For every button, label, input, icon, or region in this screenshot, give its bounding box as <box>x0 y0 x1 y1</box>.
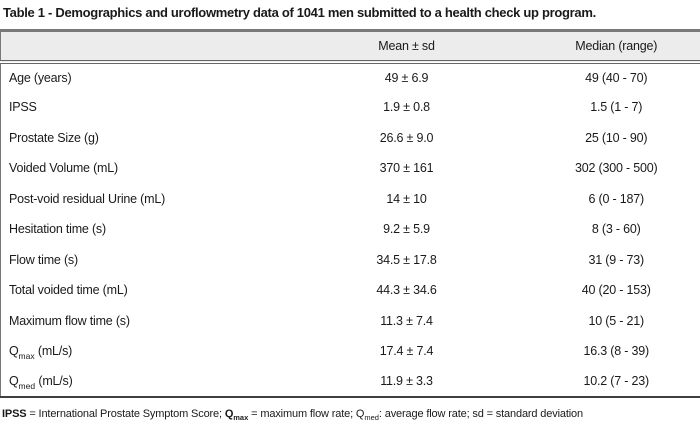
row-label-text: Age (years) <box>9 70 72 85</box>
row-label-text: Maximum flow time (s) <box>9 313 130 328</box>
footnote-ipss-term: IPSS <box>2 408 27 420</box>
median-range-value: 31 (9 - 73) <box>532 244 700 275</box>
footnote-segment: = International Prostate Symptom Score; <box>26 408 225 420</box>
column-header-mean-sd: Mean ± sd <box>280 30 533 64</box>
mean-sd-value: 11.9 ± 3.3 <box>280 366 533 397</box>
table-row: Hesitation time (s) 9.2 ± 5.9 8 (3 - 60) <box>0 214 700 245</box>
mean-sd-value: 9.2 ± 5.9 <box>280 214 533 245</box>
row-label-text: Post-void residual Urine (mL) <box>9 191 166 206</box>
column-header-median-range: Median (range) <box>532 30 700 64</box>
mean-sd-value: 370 ± 161 <box>280 153 533 184</box>
median-range-value: 16.3 (8 - 39) <box>532 336 700 367</box>
median-range-value: 302 (300 - 500) <box>532 153 700 184</box>
table-row: Qmed (mL/s) 11.9 ± 3.3 10.2 (7 - 23) <box>0 366 700 397</box>
median-range-value: 40 (20 - 153) <box>532 275 700 306</box>
row-label-suffix: (mL/s) <box>34 344 73 359</box>
row-label-text: Q <box>9 374 19 389</box>
table-row: Voided Volume (mL) 370 ± 161 302 (300 - … <box>0 153 700 184</box>
row-label: Post-void residual Urine (mL) <box>0 183 281 214</box>
row-label-text: Prostate Size (g) <box>9 130 99 145</box>
row-label-suffix: (mL/s) <box>35 374 73 389</box>
median-range-value: 6 (0 - 187) <box>532 183 700 214</box>
row-label: Hesitation time (s) <box>0 214 281 245</box>
table-row: Age (years) 49 ± 6.9 49 (40 - 70) <box>0 61 700 92</box>
table-row: Prostate Size (g) 26.6 ± 9.0 25 (10 - 90… <box>0 122 700 153</box>
column-header-empty <box>0 30 281 64</box>
median-range-value: 25 (10 - 90) <box>532 122 700 153</box>
row-label: Qmax (mL/s) <box>0 336 281 367</box>
table-row: Total voided time (mL) 44.3 ± 34.6 40 (2… <box>0 275 700 306</box>
footnote-segment: = maximum flow rate; <box>248 408 356 420</box>
row-label-text: IPSS <box>9 100 37 115</box>
row-label: Age (years) <box>0 61 281 92</box>
median-range-value: 1.5 (1 - 7) <box>532 92 700 123</box>
mean-sd-value: 44.3 ± 34.6 <box>280 275 533 306</box>
table-title: Table 1 - Demographics and uroflowmetry … <box>3 5 596 20</box>
mean-sd-value: 17.4 ± 7.4 <box>280 336 533 367</box>
footnote-qmed-base: Q <box>355 408 365 420</box>
row-label: Total voided time (mL) <box>0 275 281 306</box>
footnote-qmax-base: Q <box>224 408 234 420</box>
table-row: IPSS 1.9 ± 0.8 1.5 (1 - 7) <box>0 92 700 123</box>
row-label-text: Flow time (s) <box>9 252 78 267</box>
header-row: Mean ± sd Median (range) <box>0 30 700 64</box>
median-range-value: 10.2 (7 - 23) <box>532 366 700 397</box>
mean-sd-value: 26.6 ± 9.0 <box>280 122 533 153</box>
row-label: Voided Volume (mL) <box>0 153 281 184</box>
table-row: Flow time (s) 34.5 ± 17.8 31 (9 - 73) <box>0 244 700 275</box>
row-label-text: Hesitation time (s) <box>9 222 106 237</box>
data-table: Mean ± sd Median (range) Age (years) 49 … <box>0 29 700 398</box>
median-range-value: 8 (3 - 60) <box>532 214 700 245</box>
table-row: Post-void residual Urine (mL) 14 ± 10 6 … <box>0 183 700 214</box>
row-label-text: Total voided time (mL) <box>9 283 128 298</box>
table-row: Qmax (mL/s) 17.4 ± 7.4 16.3 (8 - 39) <box>0 336 700 367</box>
row-label: Qmed (mL/s) <box>0 366 281 397</box>
footnote-qmed-subscript: med <box>364 413 379 422</box>
table-footnote: IPSS = International Prostate Symptom Sc… <box>0 408 700 422</box>
mean-sd-value: 1.9 ± 0.8 <box>280 92 533 123</box>
footnote-qmax-term: Qmax <box>224 408 249 422</box>
row-label-subscript: med <box>18 380 36 391</box>
row-label-text: Voided Volume (mL) <box>9 161 118 176</box>
median-range-value: 10 (5 - 21) <box>532 305 700 336</box>
mean-sd-value: 11.3 ± 7.4 <box>280 305 533 336</box>
footnote-qmed-term: Qmed <box>355 408 379 422</box>
row-label-subscript: max <box>18 350 35 361</box>
mean-sd-value: 14 ± 10 <box>280 183 533 214</box>
row-label-text: Q <box>9 344 19 359</box>
mean-sd-value: 49 ± 6.9 <box>280 61 533 92</box>
row-label: IPSS <box>0 92 281 123</box>
row-label: Maximum flow time (s) <box>0 305 281 336</box>
row-label: Flow time (s) <box>0 244 281 275</box>
row-label: Prostate Size (g) <box>0 122 281 153</box>
footnote-segment: : average flow rate; sd = standard devia… <box>378 408 583 420</box>
mean-sd-value: 34.5 ± 17.8 <box>280 244 533 275</box>
median-range-value: 49 (40 - 70) <box>532 61 700 92</box>
footnote-qmax-subscript: max <box>233 413 249 422</box>
table-row: Maximum flow time (s) 11.3 ± 7.4 10 (5 -… <box>0 305 700 336</box>
